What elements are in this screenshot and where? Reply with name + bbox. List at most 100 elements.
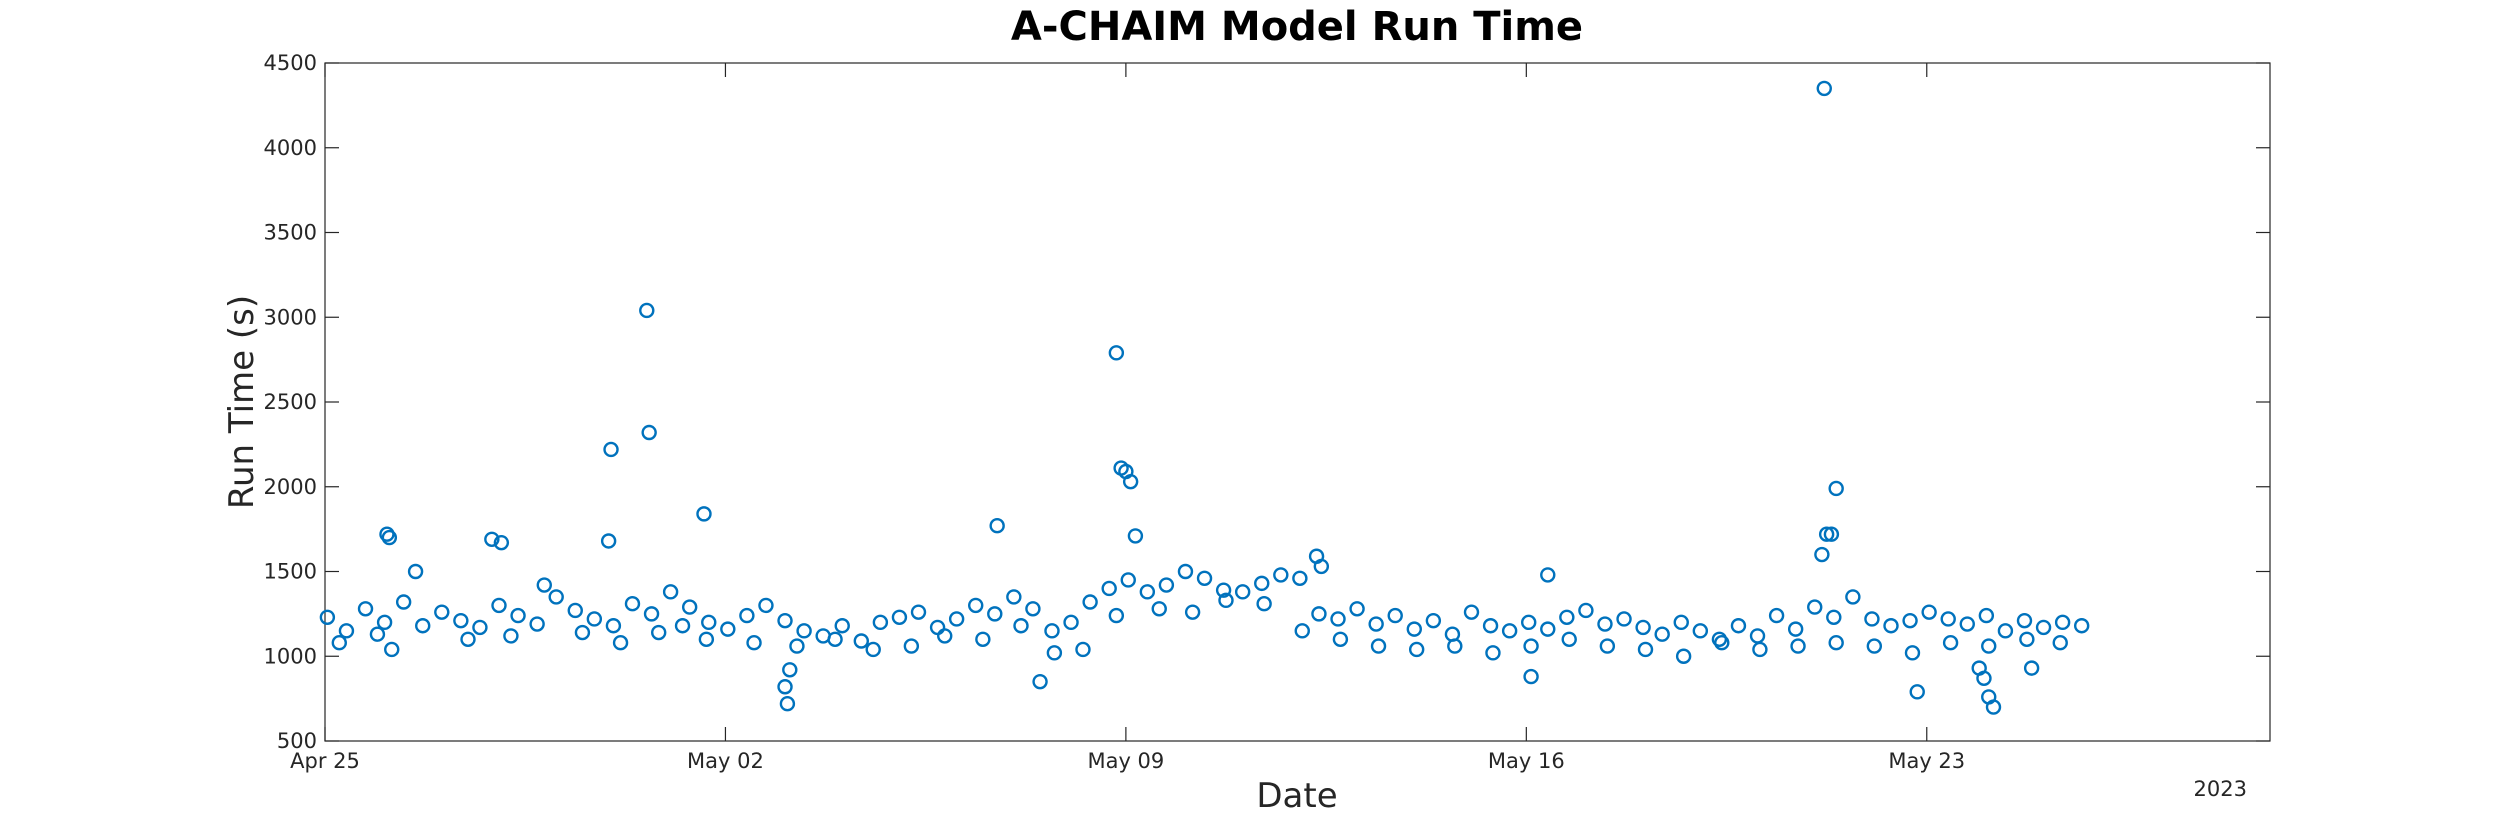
data-point <box>1368 616 1384 632</box>
data-point <box>1675 648 1692 664</box>
data-point <box>1976 670 1992 686</box>
data-point <box>674 618 691 634</box>
data-point <box>1158 577 1175 593</box>
data-point <box>503 628 519 644</box>
data-point <box>529 616 545 632</box>
data-point <box>989 518 1005 534</box>
data-point <box>975 631 991 647</box>
data-point <box>1108 607 1125 624</box>
data-point <box>2035 619 2052 636</box>
data-point <box>1349 601 1365 617</box>
data-point <box>1127 528 1144 544</box>
data-point <box>2019 631 2035 647</box>
data-point <box>491 597 507 614</box>
data-point <box>937 628 953 644</box>
data-point <box>1654 626 1670 642</box>
data-point <box>853 633 870 649</box>
x-tick-label: May 16 <box>1488 749 1565 773</box>
data-point <box>472 619 488 636</box>
data-point <box>681 599 698 615</box>
data-point <box>510 607 526 624</box>
data-point <box>789 638 805 654</box>
data-point <box>1063 614 1079 631</box>
data-point <box>2054 614 2071 631</box>
data-point <box>1485 645 1501 661</box>
data-point <box>1768 607 1785 624</box>
data-point <box>1013 618 1029 634</box>
data-point <box>1273 567 1289 583</box>
data-point <box>1025 601 1041 617</box>
data-point <box>338 623 355 639</box>
data-point <box>1294 623 1310 639</box>
data-point <box>1370 638 1387 654</box>
data-point <box>1101 580 1117 597</box>
data-point <box>720 621 736 637</box>
data-point <box>1673 614 1689 631</box>
data-point <box>1215 582 1232 598</box>
data-point <box>1256 596 1272 612</box>
data-point <box>968 597 984 614</box>
data-point <box>2023 660 2040 676</box>
data-point <box>407 563 424 580</box>
data-point <box>1292 570 1308 586</box>
y-tick-label: 4500 <box>264 51 317 75</box>
data-point <box>1006 589 1022 605</box>
data-point <box>1909 684 1925 700</box>
data-point <box>1139 584 1156 600</box>
y-tick-label: 3000 <box>264 305 317 329</box>
data-point <box>376 614 393 631</box>
data-point <box>641 424 657 441</box>
data-point <box>643 606 660 622</box>
data-point <box>1807 599 1823 615</box>
data-point <box>395 594 412 610</box>
data-point <box>929 619 946 636</box>
data-point <box>434 604 450 620</box>
data-point <box>1981 638 1997 654</box>
year-label: 2023 <box>2194 777 2247 801</box>
data-point <box>696 506 712 522</box>
y-tick-label: 1500 <box>264 560 317 584</box>
data-point <box>891 609 908 625</box>
data-point <box>574 624 591 641</box>
data-point <box>827 631 843 647</box>
data-point <box>586 611 603 627</box>
data-point <box>662 584 679 600</box>
data-point <box>2073 618 2090 634</box>
data-point <box>415 618 431 634</box>
data-point <box>1959 616 1975 632</box>
data-point <box>739 607 755 624</box>
data-point <box>1787 621 1804 637</box>
data-point <box>1828 480 1844 497</box>
data-point <box>1816 80 1832 97</box>
data-point <box>1234 584 1251 600</box>
data-point <box>453 612 469 629</box>
y-axis: 500 1000 1500 2000 2500 3000 3500 4000 4500 <box>264 51 2270 753</box>
data-point <box>777 612 793 629</box>
data-point <box>331 634 348 651</box>
data-point <box>1921 604 1937 620</box>
data-point <box>1122 473 1139 490</box>
data-point <box>381 529 398 546</box>
data-point <box>384 641 400 658</box>
x-tick-label: May 09 <box>1087 749 1164 773</box>
data-point <box>1044 623 1060 639</box>
data-point <box>910 604 927 620</box>
data-point <box>1790 638 1806 654</box>
data-point <box>1978 607 1995 624</box>
data-point <box>612 634 629 651</box>
data-point <box>484 531 500 547</box>
data-point <box>1883 618 1899 634</box>
data-point <box>779 696 796 712</box>
data-point <box>1523 668 1539 685</box>
data-point <box>1637 641 1654 658</box>
x-axis-label: Date <box>1256 776 1337 816</box>
data-point <box>1635 619 1651 636</box>
data-point <box>1540 621 1556 637</box>
data-point <box>1313 558 1330 575</box>
data-point <box>1828 634 1844 651</box>
data-point <box>1845 589 1861 605</box>
data-point <box>903 638 920 654</box>
data-point <box>651 624 667 641</box>
data-point <box>1997 623 2014 639</box>
